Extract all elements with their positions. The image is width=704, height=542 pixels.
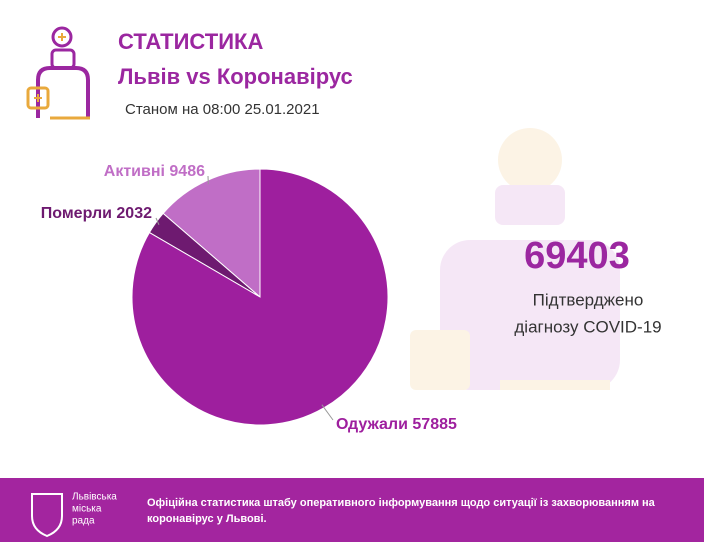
leader-line: [321, 404, 334, 421]
footer-text: коронавірус у Львові.: [147, 513, 267, 525]
watermark: [410, 128, 620, 390]
logo-text: міська: [72, 504, 102, 515]
title: СТАТИСТИКА: [118, 29, 263, 54]
slice-label-value: 9486: [169, 163, 205, 180]
slice-label: Одужали 57885: [336, 416, 457, 433]
subtitle: Львів vs Коронавірус: [118, 64, 353, 89]
slice-label: Померли 2032: [41, 205, 152, 222]
slice-label-value: 57885: [412, 416, 457, 433]
date: Станом на 08:00 25.01.2021: [125, 101, 320, 118]
slice-label-name: Активні: [104, 163, 165, 180]
doctor-icon: [26, 26, 90, 120]
slice-label-name: Померли: [41, 205, 112, 222]
logo-text: рада: [72, 516, 95, 527]
caption: Підтверджено: [533, 290, 644, 309]
total: 69403: [524, 235, 630, 277]
pie-slice: [162, 168, 261, 299]
footer-text: Офіційна статистика штабу оперативного і…: [147, 497, 656, 509]
caption: діагнозу COVID-19: [514, 317, 661, 336]
footer-bar: [0, 478, 704, 542]
slice-label-name: Одужали: [336, 416, 408, 433]
slice-label-value: 2032: [116, 205, 152, 222]
slice-label: Активні 9486: [104, 163, 205, 180]
leader-line: [155, 217, 160, 226]
logo-text: Львівська: [72, 492, 117, 503]
logo-shield: [31, 493, 63, 538]
